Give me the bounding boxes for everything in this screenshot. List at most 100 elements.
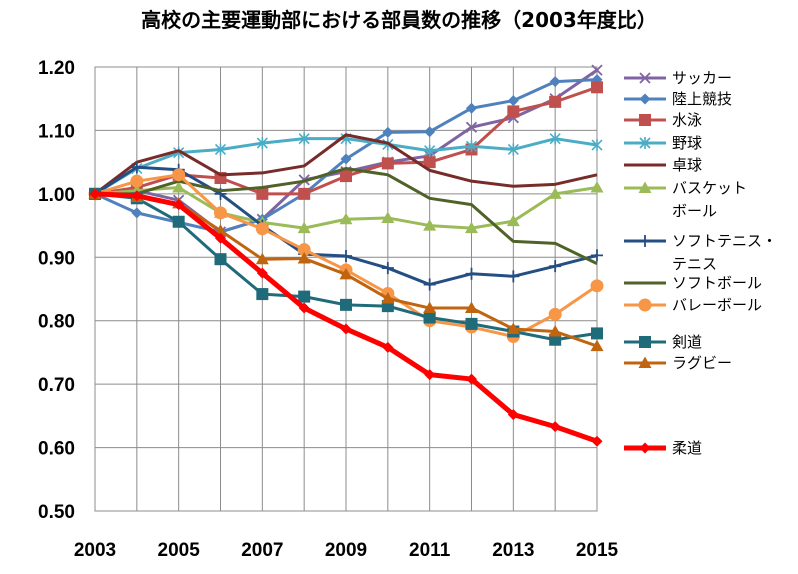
chart-title: 高校の主要運動部における部員数の推移（2003年度比） bbox=[141, 8, 657, 32]
data-point bbox=[591, 64, 603, 76]
data-point bbox=[590, 181, 604, 193]
data-point bbox=[507, 95, 519, 107]
data-point bbox=[507, 270, 520, 283]
data-point bbox=[256, 187, 269, 200]
legend-label: サッカー bbox=[672, 69, 732, 87]
data-point bbox=[297, 221, 311, 234]
data-point bbox=[255, 222, 269, 236]
data-point bbox=[214, 253, 227, 266]
legend-label: ソフトボール bbox=[672, 274, 762, 292]
legend-item: 卓球 bbox=[624, 156, 702, 174]
legend-label: バスケット bbox=[672, 179, 747, 197]
data-point bbox=[423, 301, 437, 314]
data-point bbox=[172, 168, 186, 182]
data-point bbox=[255, 252, 269, 265]
data-point bbox=[507, 409, 519, 421]
data-point bbox=[340, 298, 352, 311]
y-tick-label: 1.10 bbox=[38, 121, 75, 142]
data-point bbox=[130, 174, 144, 188]
data-point bbox=[591, 139, 603, 152]
data-point bbox=[173, 199, 185, 211]
data-point bbox=[382, 126, 394, 138]
data-point bbox=[256, 137, 268, 150]
legend-item: バレーボール bbox=[624, 296, 762, 314]
data-point bbox=[131, 207, 143, 219]
data-point bbox=[298, 290, 311, 303]
series-line bbox=[94, 133, 598, 196]
data-point bbox=[548, 187, 562, 199]
data-point bbox=[506, 214, 520, 227]
x-tick-label: 2015 bbox=[576, 540, 619, 561]
data-point bbox=[381, 262, 394, 275]
data-point bbox=[256, 267, 268, 279]
legend-item: 水泳 bbox=[624, 111, 702, 129]
series-4 bbox=[94, 133, 598, 196]
data-point bbox=[591, 435, 603, 447]
series-3 bbox=[89, 132, 603, 200]
data-point bbox=[298, 302, 310, 314]
data-point bbox=[548, 307, 562, 321]
data-point bbox=[424, 126, 436, 138]
data-point bbox=[590, 339, 604, 352]
data-point bbox=[340, 153, 352, 165]
legend-item: 野球 bbox=[624, 134, 702, 152]
data-point bbox=[549, 333, 562, 346]
data-point bbox=[424, 144, 436, 157]
data-point bbox=[591, 327, 603, 340]
data-point bbox=[340, 170, 352, 183]
legend-item: 柔道 bbox=[624, 439, 702, 457]
x-tick-label: 2009 bbox=[325, 540, 367, 561]
legend-label: テニス bbox=[672, 255, 717, 273]
data-point bbox=[339, 267, 353, 280]
data-point bbox=[507, 105, 520, 118]
legend-item: 陸上競技 bbox=[624, 90, 732, 108]
data-point bbox=[340, 250, 352, 263]
data-point bbox=[424, 369, 436, 381]
legend-label: ボール bbox=[672, 202, 717, 220]
legend-marker bbox=[638, 356, 652, 368]
data-point bbox=[340, 323, 352, 335]
data-point bbox=[381, 211, 395, 223]
legend-marker bbox=[639, 235, 651, 247]
data-point bbox=[423, 219, 437, 231]
data-point bbox=[298, 132, 310, 145]
x-tick-label: 2005 bbox=[158, 540, 201, 561]
x-tick-label: 2013 bbox=[492, 540, 534, 561]
data-point bbox=[215, 232, 226, 244]
legend-label: 陸上競技 bbox=[672, 90, 732, 108]
legend-item: 剣道 bbox=[624, 333, 702, 351]
y-axis-ticks: 0.50 0.60 0.70 0.80 0.90 1.00 1.10 1.20 bbox=[38, 58, 75, 523]
legend-item: サッカー bbox=[624, 69, 732, 87]
legend-marker bbox=[639, 114, 651, 126]
legend: サッカー陸上競技水泳野球卓球バスケットボールソフトテニス・テニスソフトボールバレ… bbox=[624, 69, 777, 457]
y-tick-label: 1.00 bbox=[38, 185, 75, 206]
legend-item: ソフトテニス・テニス bbox=[624, 232, 777, 273]
data-point bbox=[507, 143, 519, 156]
data-point bbox=[173, 146, 185, 159]
y-tick-label: 0.50 bbox=[38, 502, 75, 523]
data-point bbox=[214, 143, 227, 156]
legend-label: ソフトテニス・ bbox=[672, 232, 777, 250]
legend-item: ラグビー bbox=[624, 354, 732, 372]
x-tick-label: 2007 bbox=[241, 540, 283, 561]
data-point bbox=[381, 292, 395, 304]
data-point bbox=[549, 76, 561, 88]
data-point bbox=[466, 373, 477, 385]
legend-marker bbox=[639, 93, 651, 105]
x-axis-ticks: 2003 2005 2007 2009 2011 2013 2015 bbox=[74, 540, 619, 561]
legend-item: ソフトボール bbox=[624, 274, 762, 292]
data-point bbox=[465, 221, 478, 234]
data-point bbox=[131, 190, 143, 202]
data-point bbox=[423, 278, 436, 291]
y-tick-label: 0.80 bbox=[38, 312, 75, 333]
data-point bbox=[549, 260, 562, 273]
data-point bbox=[423, 311, 436, 324]
y-tick-label: 0.60 bbox=[38, 439, 75, 460]
legend-marker bbox=[639, 137, 651, 149]
legend-marker bbox=[639, 72, 651, 84]
series-layer bbox=[88, 64, 604, 447]
data-point bbox=[549, 132, 561, 145]
data-point bbox=[382, 341, 394, 353]
